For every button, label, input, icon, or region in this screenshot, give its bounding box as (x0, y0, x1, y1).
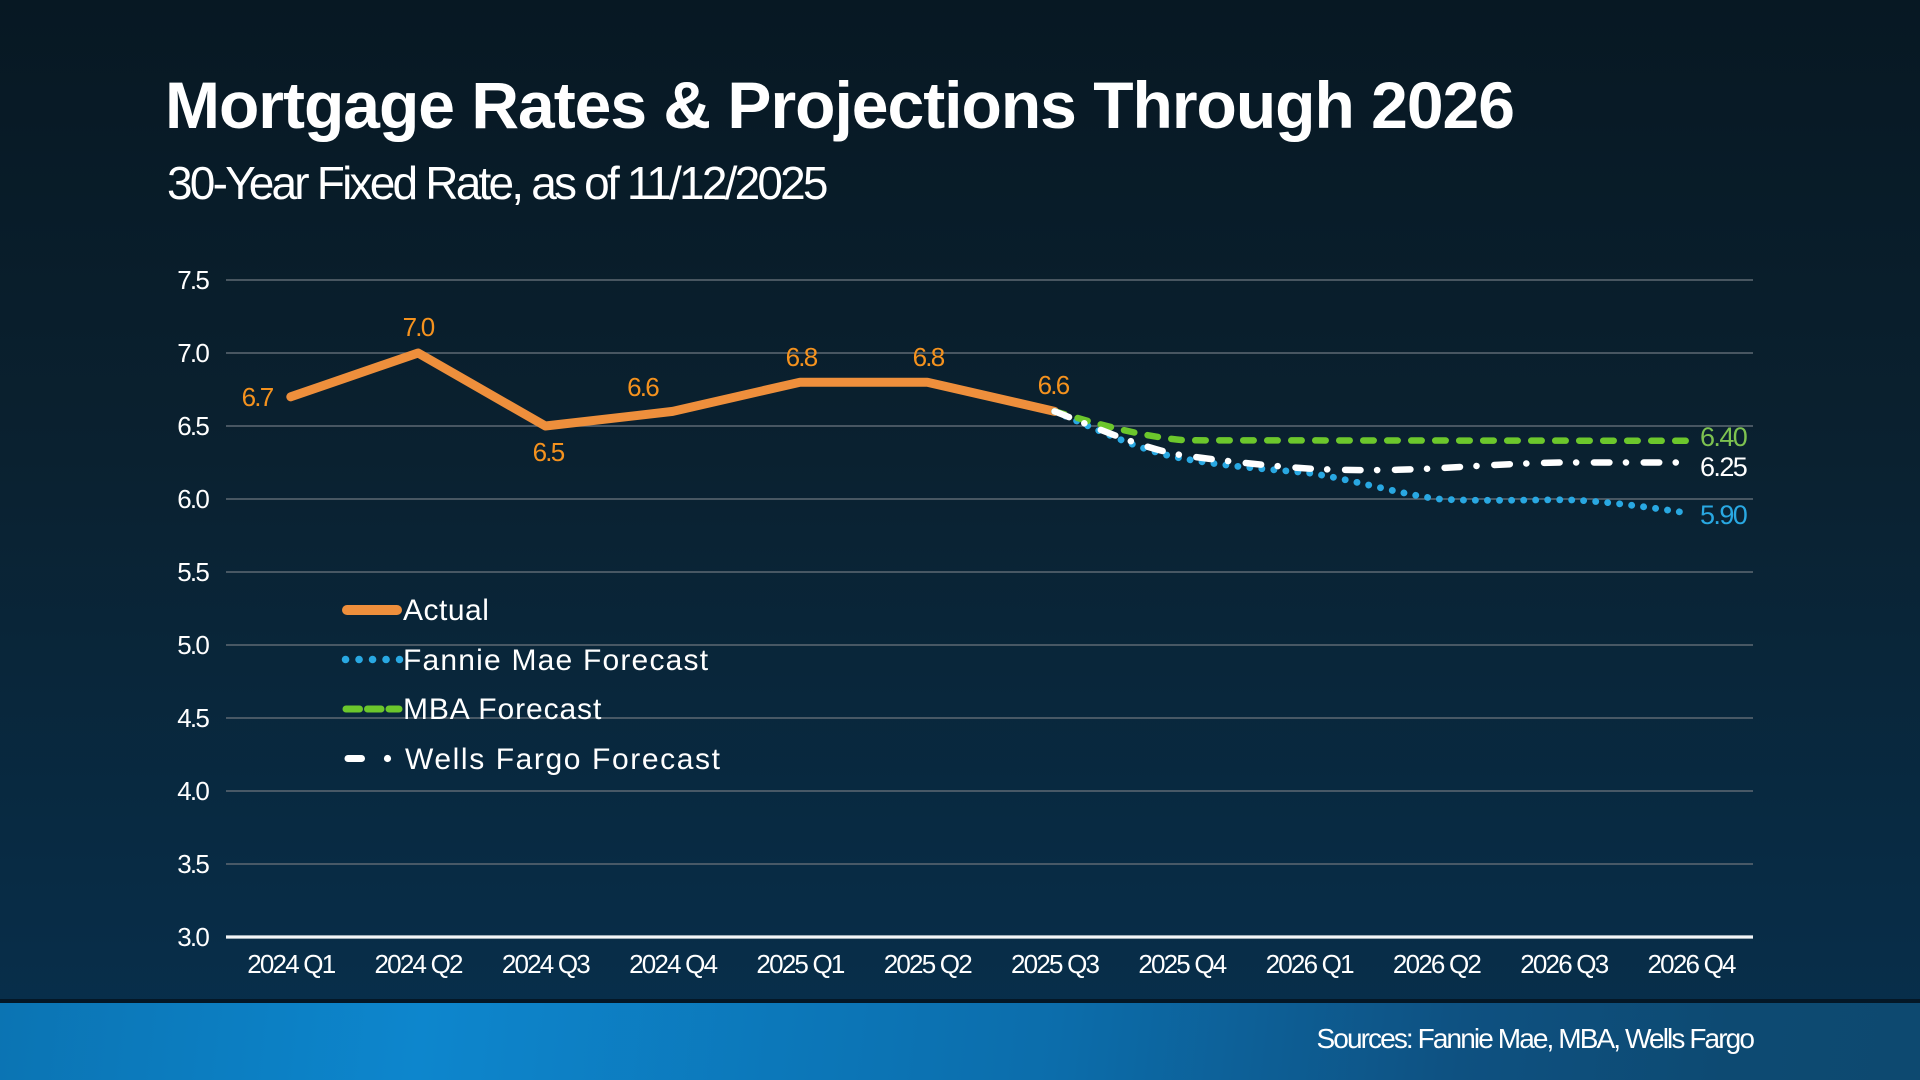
svg-text:3.0: 3.0 (177, 922, 209, 952)
svg-text:2025 Q2: 2025 Q2 (884, 949, 972, 979)
svg-text:6.8: 6.8 (786, 342, 818, 372)
svg-text:2024 Q2: 2024 Q2 (375, 949, 463, 979)
svg-text:6.7: 6.7 (242, 382, 274, 412)
svg-text:6.40: 6.40 (1700, 422, 1747, 452)
svg-text:6.5: 6.5 (177, 411, 209, 441)
svg-text:2026 Q2: 2026 Q2 (1393, 949, 1481, 979)
svg-text:6.8: 6.8 (913, 342, 945, 372)
svg-text:Actual: Actual (403, 594, 489, 627)
svg-text:4.5: 4.5 (177, 703, 209, 733)
svg-text:2025 Q4: 2025 Q4 (1138, 949, 1226, 979)
svg-text:7.0: 7.0 (403, 312, 435, 342)
svg-text:2024 Q3: 2024 Q3 (502, 949, 590, 979)
svg-text:4.0: 4.0 (177, 776, 209, 806)
svg-text:3.5: 3.5 (177, 849, 209, 879)
svg-text:2024 Q4: 2024 Q4 (629, 949, 717, 979)
svg-text:2026 Q4: 2026 Q4 (1648, 949, 1736, 979)
svg-text:Wells Fargo Forecast: Wells Fargo Forecast (405, 743, 722, 776)
svg-text:6.0: 6.0 (177, 484, 209, 514)
svg-text:2024 Q1: 2024 Q1 (247, 949, 335, 979)
svg-text:2026 Q3: 2026 Q3 (1520, 949, 1608, 979)
svg-text:5.90: 5.90 (1700, 500, 1747, 530)
svg-text:6.6: 6.6 (627, 372, 659, 402)
svg-text:2026 Q1: 2026 Q1 (1266, 949, 1354, 979)
svg-text:Fannie Mae Forecast: Fannie Mae Forecast (403, 644, 709, 677)
svg-text:MBA Forecast: MBA Forecast (403, 693, 602, 726)
svg-text:7.5: 7.5 (177, 265, 209, 295)
svg-text:7.0: 7.0 (177, 338, 209, 368)
svg-text:6.6: 6.6 (1038, 370, 1070, 400)
svg-text:6.5: 6.5 (533, 437, 565, 467)
svg-text:2025 Q3: 2025 Q3 (1011, 949, 1099, 979)
svg-text:2025 Q1: 2025 Q1 (756, 949, 844, 979)
svg-text:5.0: 5.0 (177, 630, 209, 660)
svg-text:5.5: 5.5 (177, 557, 209, 587)
svg-text:6.25: 6.25 (1700, 452, 1747, 482)
